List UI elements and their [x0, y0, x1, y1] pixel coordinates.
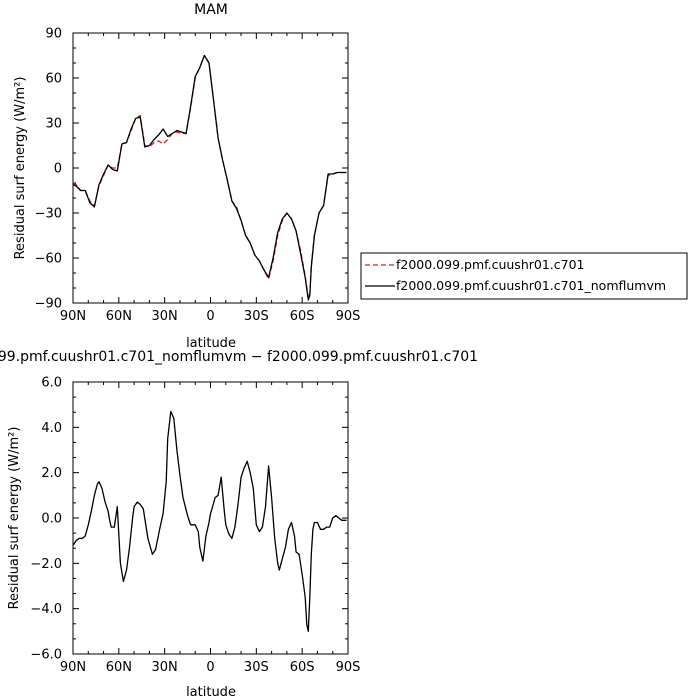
top-chart-title: MAM [194, 2, 228, 18]
top-y-tick-label: −30 [35, 207, 62, 222]
bottom-x-tick-label: 30S [244, 660, 269, 675]
bottom-y-tick-label: 4.0 [41, 421, 62, 436]
bottom-y-tick-label: 6.0 [41, 376, 62, 391]
top-axes: 90N 60N 30N 0 30S 60S 90S −90 −60 −30 0 30 60 90 [35, 27, 361, 325]
bottom-x-tick-label: 90S [336, 660, 361, 675]
top-y-tick-label: 90 [45, 27, 62, 42]
top-series-group [72, 54, 347, 301]
top-y-tick-label: 30 [45, 117, 62, 132]
bottom-x-axis-title: latitude [186, 685, 236, 700]
bottom-x-tick-label: 30N [152, 660, 178, 675]
top-x-tick-label: 60S [290, 309, 315, 324]
bottom-x-tick-label: 60N [106, 660, 132, 675]
bottom-y-tick-label: −2.0 [30, 557, 62, 572]
bottom-x-tick-label: 90N [60, 660, 86, 675]
top-series-line-2 [72, 54, 347, 301]
top-y-tick-label: 0 [54, 162, 62, 177]
top-plot-frame [72, 32, 349, 304]
bottom-y-tick-label: 2.0 [41, 466, 62, 481]
top-x-tick-label: 60N [106, 309, 132, 324]
top-y-axis-title: Residual surf energy (W/m²) [13, 77, 28, 260]
legend-label-series-1: f2000.099.pmf.cuushr01.c701 [396, 257, 585, 272]
bottom-x-tick-label: 0 [206, 660, 214, 675]
top-series-line-1 [72, 54, 347, 300]
top-x-tick-label: 90N [60, 309, 86, 324]
bottom-series-group [72, 410, 347, 632]
top-x-tick-label: 0 [206, 309, 214, 324]
bottom-chart-title: f2000.099.pmf.cuushr01.c701_nomflumvm − … [0, 349, 478, 365]
top-x-tick-label: 90S [336, 309, 361, 324]
bottom-plot-frame [72, 381, 349, 655]
bottom-panel: f2000.099.pmf.cuushr01.c701_nomflumvm − … [0, 349, 478, 700]
top-legend: f2000.099.pmf.cuushr01.c701 f2000.099.pm… [360, 252, 688, 300]
top-x-tick-label: 30S [244, 309, 269, 324]
top-x-tick-label: 30N [152, 309, 178, 324]
legend-label-series-2: f2000.099.pmf.cuushr01.c701_nomflumvm [396, 278, 666, 293]
top-y-tick-label: −90 [35, 297, 62, 312]
bottom-x-tick-label: 60S [290, 660, 315, 675]
bottom-y-tick-label: −4.0 [30, 602, 62, 617]
legend-box [360, 252, 688, 300]
top-y-tick-label: −60 [35, 252, 62, 267]
top-x-axis-title: latitude [186, 336, 236, 351]
bottom-y-tick-label: −6.0 [30, 648, 62, 663]
top-y-tick-label: 60 [45, 72, 62, 87]
bottom-y-tick-label: 0.0 [41, 512, 62, 527]
bottom-y-axis-title: Residual surf energy (W/m²) [7, 427, 22, 610]
bottom-series-line-1 [72, 410, 347, 632]
top-panel: MAM 90N 60N 30N 0 30S 60S 90S−90−60−300306090 … [13, 2, 688, 351]
